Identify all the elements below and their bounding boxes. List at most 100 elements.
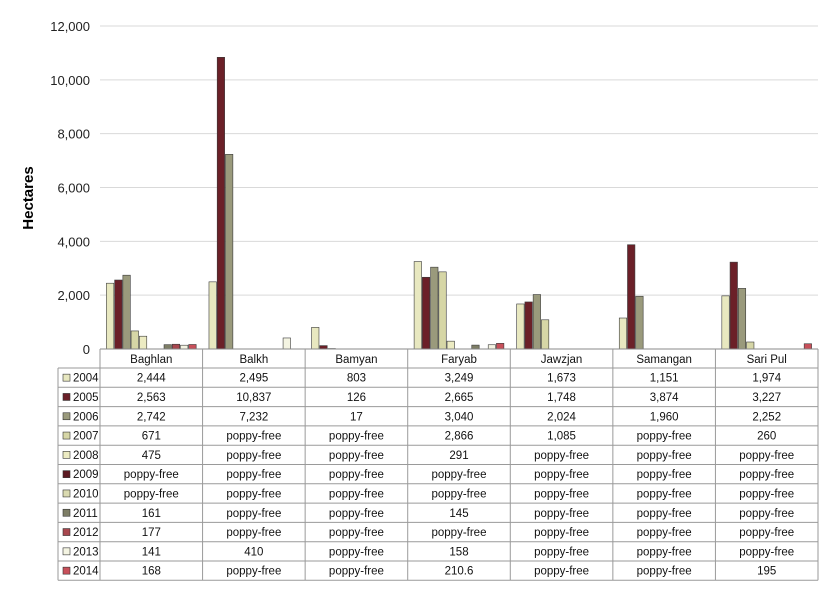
- bar: [282, 337, 291, 350]
- data-label: poppy-free: [637, 469, 692, 481]
- bar: [524, 301, 533, 350]
- x-category-label: Samangan: [636, 354, 692, 366]
- bar: [422, 276, 431, 350]
- bar: [430, 266, 439, 350]
- data-label: 1,151: [650, 373, 679, 385]
- bar: [225, 154, 234, 350]
- legend-swatch: [62, 566, 71, 575]
- legend-label: 2007: [73, 431, 99, 443]
- data-label: poppy-free: [637, 546, 692, 558]
- data-label: poppy-free: [432, 469, 487, 481]
- data-label: poppy-free: [534, 488, 589, 500]
- data-label: 195: [757, 566, 776, 578]
- bar: [114, 279, 123, 350]
- bar: [803, 343, 812, 350]
- y-tick-label: 10,000: [50, 73, 90, 88]
- data-label: poppy-free: [432, 527, 487, 539]
- bar: [532, 294, 541, 350]
- data-label: poppy-free: [329, 566, 384, 578]
- data-label: poppy-free: [739, 488, 794, 500]
- data-label: 475: [142, 450, 161, 462]
- data-label: poppy-free: [739, 469, 794, 481]
- data-label: 260: [757, 431, 776, 443]
- legend-swatch: [62, 489, 71, 498]
- legend-label: 2012: [73, 527, 99, 539]
- data-label: poppy-free: [637, 508, 692, 520]
- bar: [471, 344, 480, 350]
- legend-swatch: [62, 412, 71, 421]
- data-label: poppy-free: [432, 488, 487, 500]
- bar: [627, 244, 636, 350]
- data-label: poppy-free: [329, 469, 384, 481]
- data-label: 2,444: [137, 373, 166, 385]
- data-label: poppy-free: [534, 527, 589, 539]
- y-tick-label: 12,000: [50, 19, 90, 34]
- data-label: poppy-free: [226, 450, 281, 462]
- data-label: 2,665: [445, 392, 474, 404]
- legend-label: 2014: [73, 566, 99, 578]
- data-label: poppy-free: [534, 450, 589, 462]
- bar: [635, 295, 644, 350]
- data-label: 210.6: [445, 566, 474, 578]
- data-label: 3,040: [445, 411, 474, 423]
- bar: [737, 288, 747, 350]
- bar: [208, 281, 217, 350]
- data-label: poppy-free: [637, 450, 692, 462]
- data-label: poppy-free: [329, 527, 384, 539]
- legend-label: 2006: [73, 411, 99, 423]
- data-label: poppy-free: [534, 566, 589, 578]
- data-label: poppy-free: [226, 431, 281, 443]
- y-tick-label: 6,000: [57, 181, 90, 196]
- data-label: 3,249: [445, 373, 474, 385]
- legend-label: 2009: [73, 469, 99, 481]
- x-category-label: Sari Pul: [747, 354, 787, 366]
- data-label: 2,563: [137, 392, 166, 404]
- bar: [496, 343, 505, 350]
- legend-label: 2011: [73, 508, 98, 520]
- bar: [446, 340, 455, 350]
- y-axis-label: Hectares: [20, 166, 37, 229]
- legend-swatch: [62, 547, 71, 556]
- bar: [163, 344, 172, 350]
- data-label: 161: [142, 508, 161, 520]
- data-label: poppy-free: [226, 508, 281, 520]
- data-label: 3,227: [752, 392, 781, 404]
- bar: [721, 295, 730, 350]
- x-category-label: Bamyan: [335, 354, 377, 366]
- data-label: 1,085: [547, 431, 576, 443]
- data-label: 2,252: [752, 411, 781, 423]
- data-label: poppy-free: [226, 469, 281, 481]
- bar: [746, 341, 755, 350]
- x-category-label: Balkh: [239, 354, 268, 366]
- data-label: 2,495: [239, 373, 268, 385]
- data-label: poppy-free: [124, 488, 179, 500]
- bar: [130, 330, 139, 350]
- data-label: poppy-free: [329, 450, 384, 462]
- data-label: poppy-free: [329, 431, 384, 443]
- data-label: poppy-free: [637, 431, 692, 443]
- legend-label: 2008: [73, 450, 99, 462]
- y-axis-ticks: 0 2,000 4,000 6,000 8,000 10,000 12,000: [50, 19, 90, 357]
- data-label: 168: [142, 566, 161, 578]
- data-label: poppy-free: [226, 566, 281, 578]
- bar: [516, 303, 525, 350]
- data-label: 1,673: [547, 373, 576, 385]
- bar: [139, 335, 148, 350]
- x-category-label: Baghlan: [130, 354, 172, 366]
- data-label: poppy-free: [739, 546, 794, 558]
- legend-swatch: [62, 528, 71, 536]
- bar: [180, 344, 189, 350]
- y-tick-label: 4,000: [57, 234, 90, 249]
- bar: [311, 327, 320, 350]
- data-table: Baghlan Balkh Bamyan Faryab Jawzjan Samangan S…: [57, 349, 819, 581]
- data-label: 177: [142, 527, 161, 539]
- bar: [729, 261, 738, 350]
- y-tick-label: 8,000: [57, 127, 90, 142]
- data-label: 671: [142, 431, 161, 443]
- bar: [618, 317, 627, 350]
- data-label: 17: [350, 411, 363, 423]
- data-label: 145: [449, 508, 468, 520]
- bar: [188, 344, 197, 350]
- bar: [541, 319, 550, 350]
